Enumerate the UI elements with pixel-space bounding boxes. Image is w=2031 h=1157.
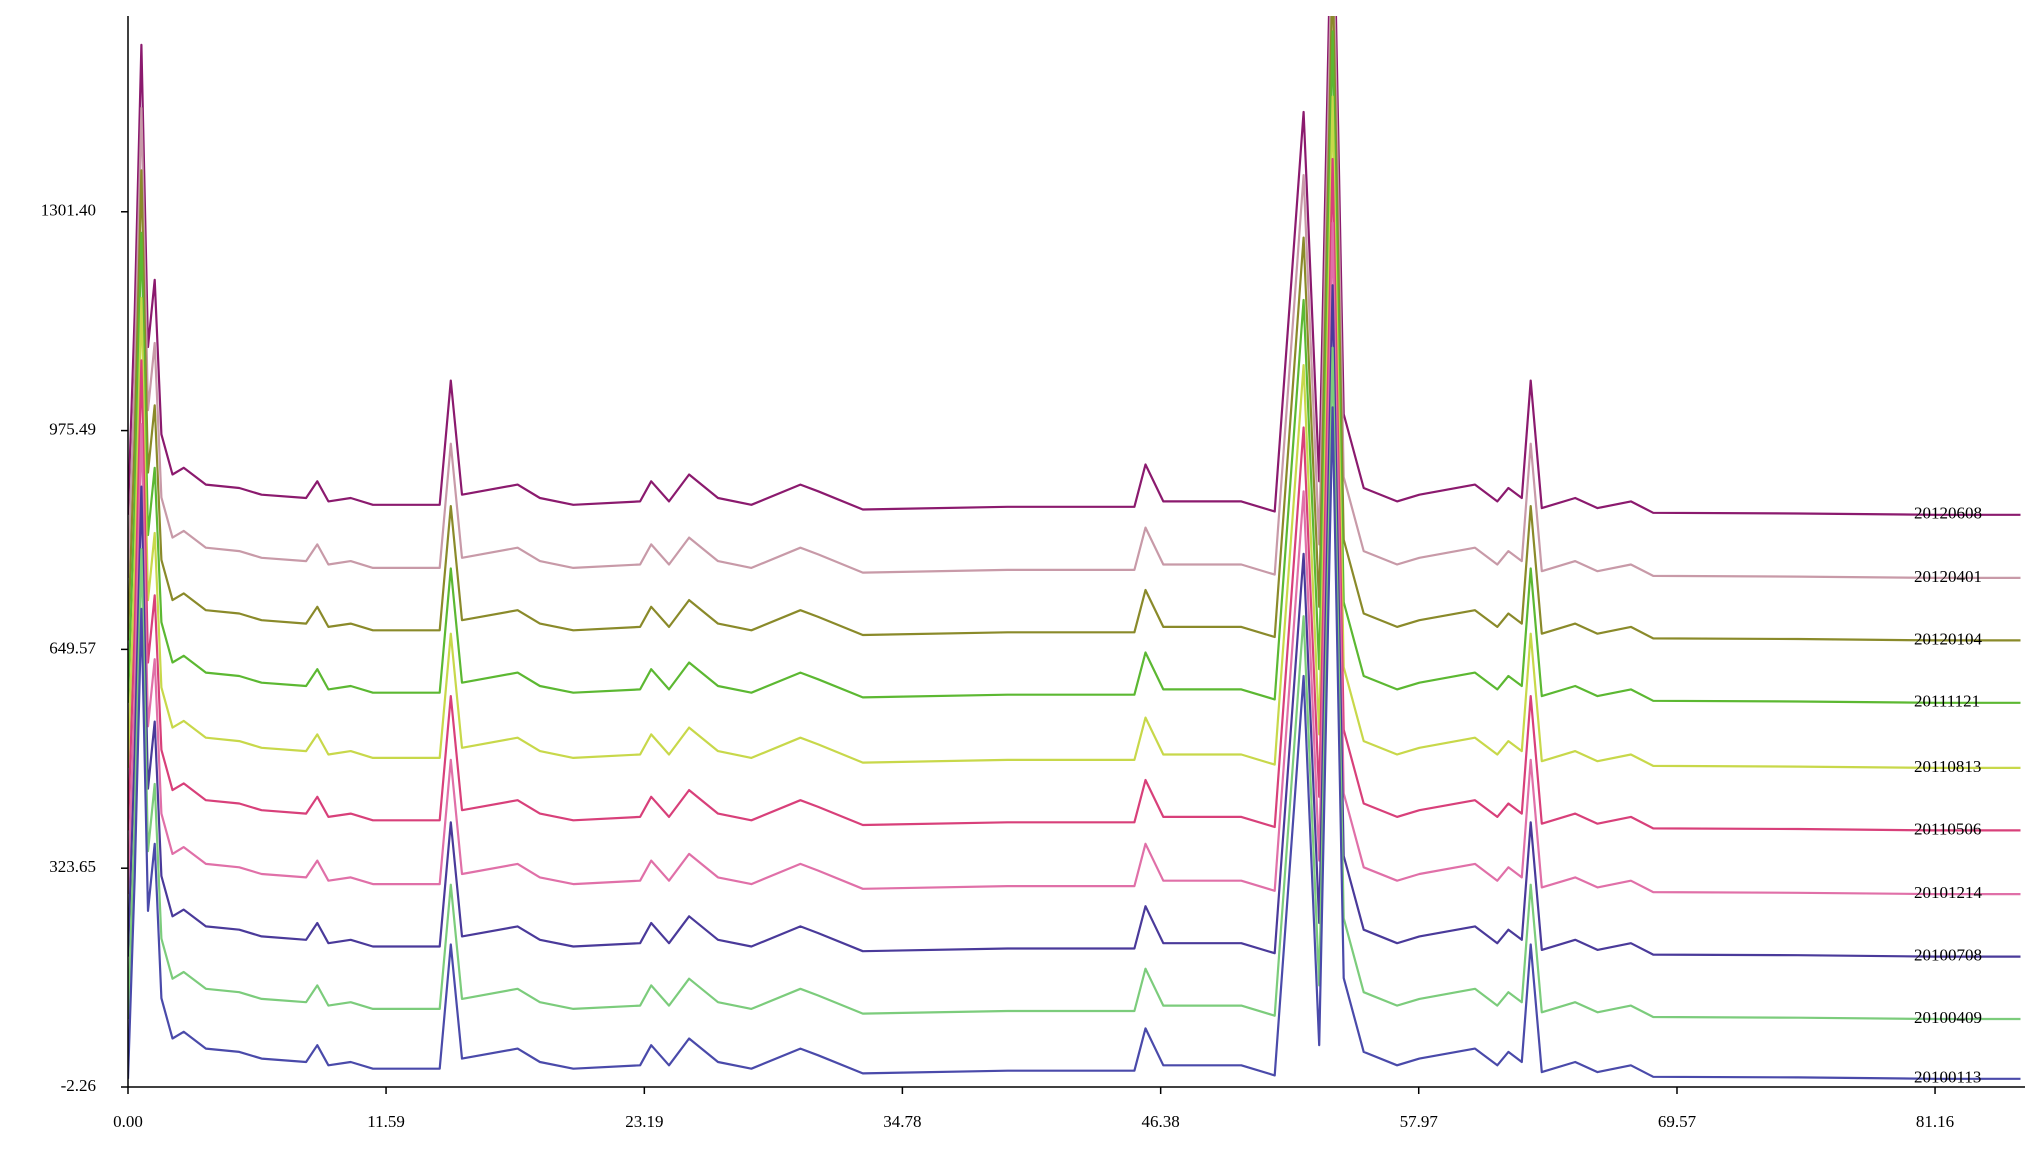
y-tick-label: 1301.40 [41,201,96,220]
series-label: 20111121 [1914,692,1980,711]
series-label: 20120401 [1914,567,1982,586]
series-label: 20100708 [1914,945,1982,964]
series-label: 20110813 [1914,757,1981,776]
series-line [128,221,2021,896]
series-line [128,346,2021,1021]
series-line [128,284,2021,958]
series-line [128,30,2021,704]
series-label: 20100409 [1914,1008,1982,1027]
series-line [128,16,2021,579]
y-tick-label: 975.49 [49,419,96,438]
series-line [128,406,2021,1080]
plot-area [128,16,2021,1080]
series-line [128,157,2021,832]
series-label: 20110506 [1914,819,1981,838]
series-label: 20120608 [1914,504,1982,523]
y-tick-label: 649.57 [49,638,96,657]
x-tick-label: 81.16 [1916,1112,1954,1131]
series-label: 20101214 [1914,883,1983,902]
x-tick-label: 46.38 [1142,1112,1180,1131]
x-tick-label: 11.59 [367,1112,405,1131]
x-tick-label: 69.57 [1658,1112,1697,1131]
series-line [128,16,2021,642]
series-label: 20100113 [1914,1068,1981,1087]
x-tick-label: 57.97 [1400,1112,1439,1131]
y-tick-label: -2.26 [61,1076,96,1095]
x-tick-label: 34.78 [883,1112,921,1131]
series-line [128,95,2021,769]
series-line [128,16,2021,516]
y-tick-label: 323.65 [49,857,96,876]
x-tick-label: 23.19 [625,1112,663,1131]
series-label: 20120104 [1914,629,1983,648]
x-tick-label: 0.00 [113,1112,143,1131]
